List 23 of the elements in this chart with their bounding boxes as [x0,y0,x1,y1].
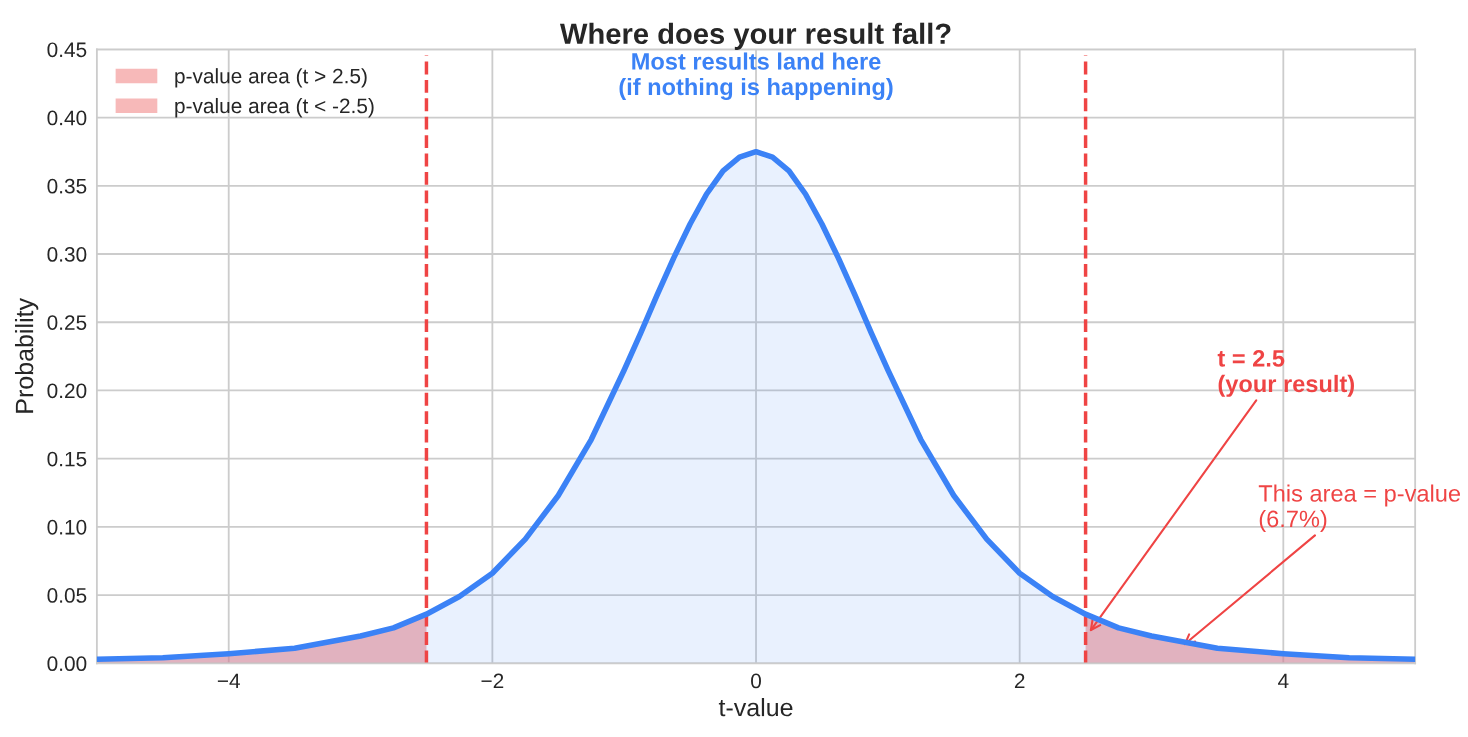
x-tick-label: −4 [217,673,240,689]
annotation: This area = p-value (6.7%) [1258,484,1460,532]
annotation: Most results land here (if nothing is happening) [619,52,893,100]
x-tick-label: 4 [1278,673,1289,689]
y-tick-label: 0.00 [47,656,87,672]
x-axis-title: t-value [718,698,793,717]
x-tick-label: 0 [751,673,761,689]
x-tick-label: −2 [481,673,504,689]
y-tick-label: 0.45 [47,42,87,58]
legend-label: p-value area (t > 2.5) [175,68,367,88]
y-tick-label: 0.25 [47,315,87,330]
y-tick-label: 0.40 [47,110,87,126]
y-tick-label: 0.15 [47,451,87,467]
y-tick-label: 0.30 [47,247,87,262]
y-tick-label: 0.20 [47,383,87,399]
legend-label: p-value area (t < -2.5) [175,97,374,118]
y-tick-label: 0.10 [47,519,87,535]
chart-title: Where does your result fall? [559,22,951,50]
y-axis-title: Probability [14,298,39,413]
annotation: t = 2.5 (your result) [1217,350,1354,397]
y-tick-label: 0.35 [47,178,87,194]
x-tick-label: 2 [1014,673,1025,689]
y-tick-label: 0.05 [47,588,87,603]
